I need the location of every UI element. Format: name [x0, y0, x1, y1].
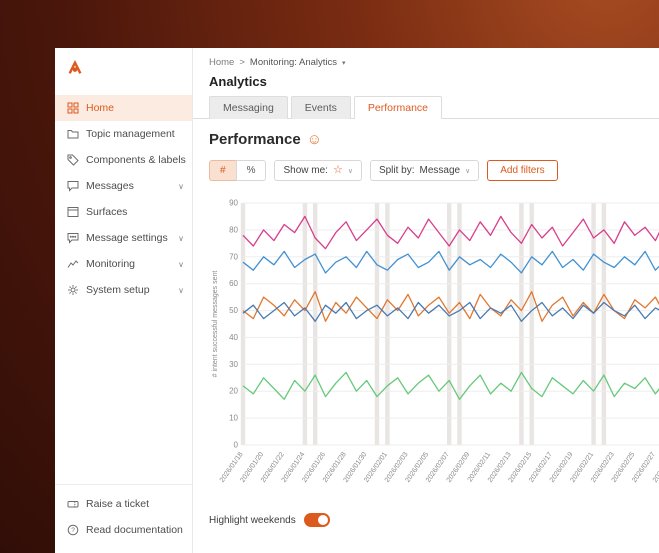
- sidebar-item-monitoring[interactable]: Monitoring ∨: [55, 251, 192, 277]
- chat-settings-icon: [67, 232, 79, 244]
- raise-ticket-link[interactable]: Raise a ticket: [55, 491, 192, 517]
- tab-bar: Messaging Events Performance: [193, 95, 659, 119]
- svg-text:20: 20: [229, 387, 238, 396]
- performance-line-chart: 0 10 20 30 40 50 60 70 80 90 2026/01/18 2026/01/20 2…: [209, 195, 659, 507]
- home-grid-icon: [67, 102, 79, 114]
- sidebar-item-label: Message settings: [86, 232, 168, 244]
- sidebar-item-label: Topic management: [86, 128, 175, 140]
- count-toggle-button[interactable]: #: [209, 160, 236, 181]
- percent-toggle-button[interactable]: %: [235, 160, 267, 181]
- performance-heading: Performance: [209, 131, 301, 148]
- chevron-down-icon: ∨: [178, 285, 184, 295]
- performance-heading-row: Performance ☺: [209, 131, 659, 148]
- toggle-knob: [317, 515, 328, 525]
- svg-text:30: 30: [229, 360, 238, 369]
- chat-icon: [67, 180, 79, 192]
- svg-text:60: 60: [229, 279, 238, 288]
- count-percent-segmented-control: # %: [209, 160, 267, 181]
- sidebar-item-home[interactable]: Home: [55, 95, 192, 121]
- sidebar: Home Topic management Components & label…: [55, 48, 193, 553]
- folder-icon: [67, 128, 79, 140]
- highlight-weekends-toggle[interactable]: [303, 513, 330, 527]
- sidebar-item-label: Home: [86, 102, 115, 114]
- chevron-down-icon: ∨: [178, 259, 184, 269]
- label-icon: [67, 154, 79, 166]
- svg-text:90: 90: [229, 199, 238, 208]
- performance-panel: Performance ☺ # % Show me: ☆ ∨ Split by:…: [193, 119, 659, 553]
- svg-text:70: 70: [229, 252, 238, 261]
- breadcrumb: Home > Monitoring: Analytics ▾: [193, 48, 659, 72]
- chart-svg: 01020304050607080902026/01/182026/01/202…: [212, 199, 659, 484]
- breadcrumb-separator: >: [239, 57, 245, 68]
- sidebar-item-label: Monitoring: [86, 258, 136, 270]
- split-by-label: Split by:: [378, 165, 415, 176]
- tab-performance[interactable]: Performance: [353, 96, 442, 119]
- svg-text:0: 0: [234, 441, 239, 450]
- monitoring-icon: [67, 258, 79, 270]
- breadcrumb-home[interactable]: Home: [209, 57, 235, 68]
- sidebar-item-messages[interactable]: Messages ∨: [55, 173, 192, 199]
- app-window: Home Topic management Components & label…: [55, 48, 659, 553]
- surface-icon: [67, 206, 79, 218]
- performance-smiley-icon: ☺: [306, 131, 323, 148]
- main-content: Home > Monitoring: Analytics ▾ Analytics…: [193, 48, 659, 553]
- sidebar-item-components-labels[interactable]: Components & labels: [55, 147, 192, 173]
- sidebar-item-label: Read documentation: [86, 524, 183, 536]
- sidebar-item-label: Raise a ticket: [86, 498, 150, 510]
- svg-text:10: 10: [229, 414, 238, 423]
- logo-row: [55, 48, 192, 95]
- tab-events[interactable]: Events: [290, 96, 351, 119]
- sidebar-item-label: Messages: [86, 180, 134, 192]
- sidebar-footer: Raise a ticket ? Read documentation: [55, 484, 192, 553]
- app-logo-icon: [67, 59, 83, 80]
- sidebar-item-system-setup[interactable]: System setup ∨: [55, 277, 192, 303]
- sidebar-item-label: System setup: [86, 284, 150, 296]
- chevron-down-icon: ∨: [178, 181, 184, 191]
- sidebar-item-topic-management[interactable]: Topic management: [55, 121, 192, 147]
- split-by-value: Message: [419, 165, 461, 176]
- svg-text:40: 40: [229, 333, 238, 342]
- sidebar-item-message-settings[interactable]: Message settings ∨: [55, 225, 192, 251]
- weekend-toggle-label: Highlight weekends: [209, 514, 296, 526]
- breadcrumb-current[interactable]: Monitoring: Analytics: [249, 57, 338, 68]
- gear-icon: [67, 284, 79, 296]
- svg-text:?: ?: [71, 527, 75, 534]
- svg-text:80: 80: [229, 225, 238, 234]
- svg-text:50: 50: [229, 306, 238, 315]
- show-me-label: Show me:: [283, 165, 328, 176]
- ticket-icon: [67, 498, 79, 510]
- weekend-toggle-row: Highlight weekends: [209, 513, 659, 527]
- help-icon: ?: [67, 524, 79, 536]
- add-filters-button[interactable]: Add filters: [487, 160, 558, 181]
- star-icon: ☆: [332, 164, 343, 176]
- sidebar-item-label: Surfaces: [86, 206, 128, 218]
- sidebar-item-surfaces[interactable]: Surfaces: [55, 199, 192, 225]
- chevron-down-icon: ∨: [347, 167, 353, 175]
- sidebar-item-label: Components & labels: [86, 154, 186, 166]
- chevron-down-icon: ∨: [465, 167, 471, 175]
- sidebar-nav: Home Topic management Components & label…: [55, 95, 192, 484]
- chevron-down-icon: ∨: [178, 233, 184, 243]
- read-documentation-link[interactable]: ? Read documentation: [55, 517, 192, 543]
- split-by-dropdown[interactable]: Split by: Message ∨: [369, 160, 480, 181]
- page-title: Analytics: [209, 74, 267, 89]
- svg-text:# intent successful messages s: # intent successful messages sent: [212, 271, 219, 378]
- tab-messaging[interactable]: Messaging: [209, 96, 288, 119]
- show-me-dropdown[interactable]: Show me: ☆ ∨: [274, 160, 362, 181]
- filter-bar: # % Show me: ☆ ∨ Split by: Message ∨ Add…: [209, 160, 659, 181]
- caret-down-icon[interactable]: ▾: [342, 59, 346, 67]
